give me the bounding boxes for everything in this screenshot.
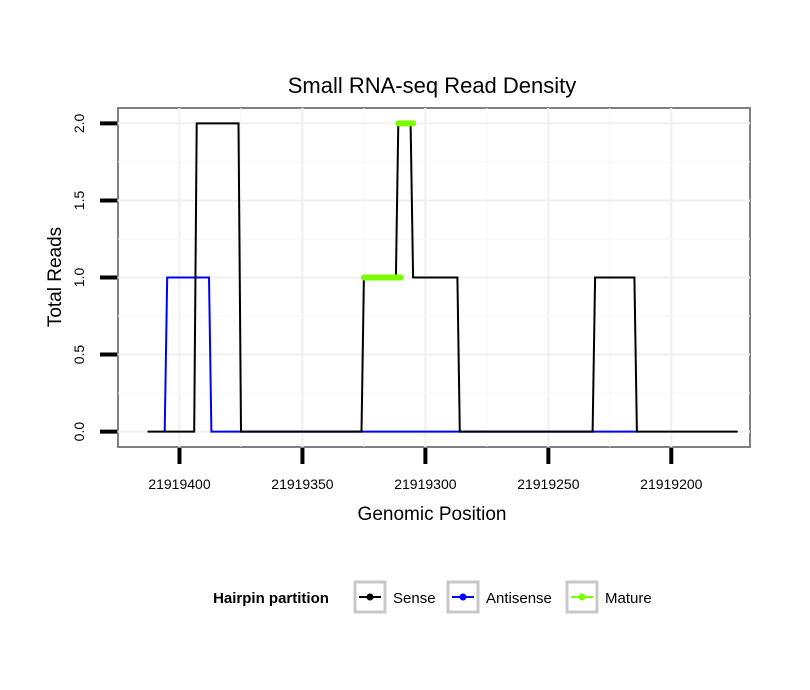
legend-label: Antisense	[486, 590, 552, 607]
y-axis-label: Total Reads	[45, 227, 66, 327]
x-tick-label: 21919300	[394, 476, 457, 492]
axes-layer: 21919400 21919350 21919300 21919250 21919200…	[71, 113, 703, 492]
legend-item-mature: Mature	[565, 580, 652, 614]
legend: Hairpin partition Sense Antisense Mature	[213, 580, 652, 614]
y-tick-label: 1.5	[71, 191, 87, 211]
y-tick-label: 1.0	[71, 268, 87, 288]
legend-title: Hairpin partition	[213, 590, 329, 607]
legend-items: Sense Antisense Mature	[353, 580, 652, 614]
legend-label: Sense	[393, 590, 436, 607]
legend-item-antisense: Antisense	[446, 580, 552, 614]
legend-key-point	[459, 593, 467, 601]
x-axis-label: Genomic Position	[358, 504, 507, 525]
chart-title: Small RNA-seq Read Density	[288, 73, 577, 98]
series-layer	[147, 120, 738, 433]
legend-label: Mature	[605, 590, 652, 607]
x-tick-label: 21919200	[640, 476, 703, 492]
y-tick-label: 0.0	[71, 422, 87, 442]
y-tick-label: 2.0	[71, 113, 87, 133]
y-tick-label: 0.5	[71, 345, 87, 365]
legend-key-point	[578, 593, 586, 601]
x-tick-label: 21919400	[148, 476, 211, 492]
legend-item-sense: Sense	[353, 580, 436, 614]
x-tick-label: 21919350	[271, 476, 334, 492]
x-tick-label: 21919250	[517, 476, 580, 492]
legend-key-point	[366, 593, 374, 601]
